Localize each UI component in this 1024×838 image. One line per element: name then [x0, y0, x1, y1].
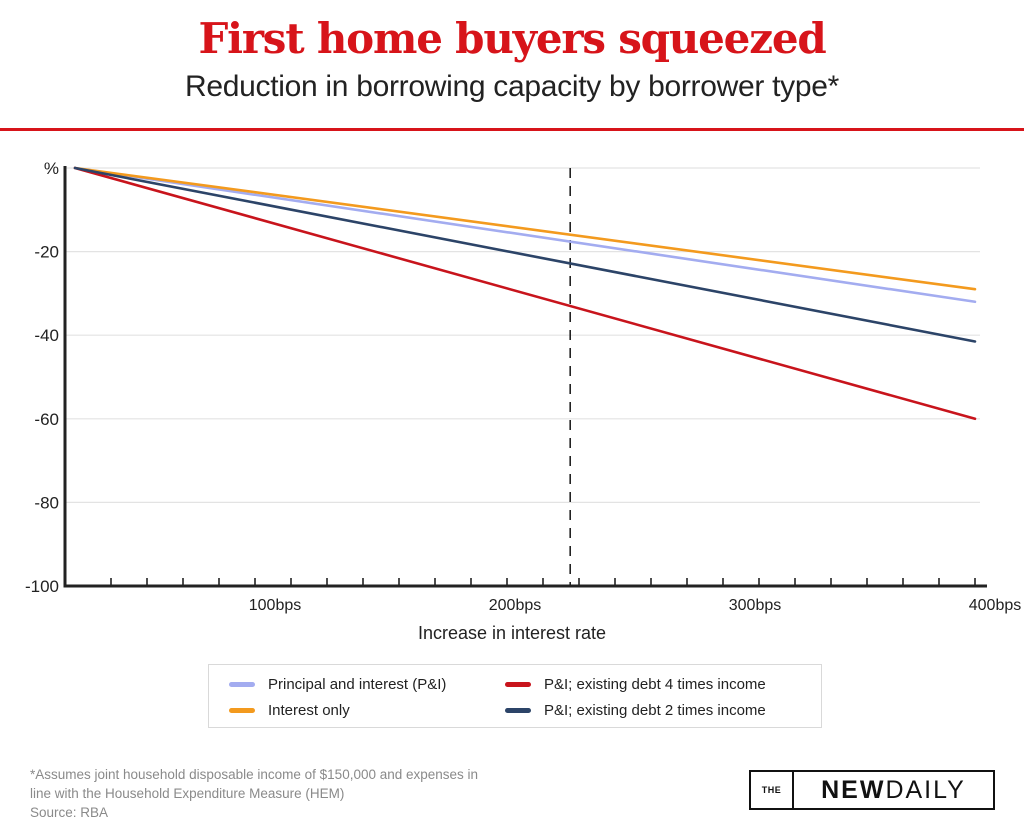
series-line	[73, 166, 977, 343]
y-tick-label: -100	[25, 577, 59, 596]
source-note: Source: RBA	[30, 805, 109, 820]
legend-item-pi: Principal and interest (P&I)	[229, 676, 446, 693]
legend-label: Interest only	[268, 702, 350, 719]
chart-subtitle: Reduction in borrowing capacity by borro…	[185, 70, 839, 103]
x-tick-label: 100bps	[249, 597, 302, 614]
legend-swatch-debt-2x	[505, 708, 531, 713]
footnote: *Assumes joint household disposable inco…	[30, 765, 478, 822]
chart-title: First home buyers squeezed	[198, 14, 826, 63]
y-tick-label: -40	[34, 326, 59, 345]
logo-new: NEW	[821, 775, 886, 804]
y-tick-labels: % -20 -40 -60 -80 -100	[25, 159, 59, 596]
x-tick-label: 200bps	[489, 597, 542, 614]
legend-label: P&I; existing debt 2 times income	[544, 702, 766, 719]
legend: Principal and interest (P&I) Interest on…	[208, 664, 822, 728]
axes	[63, 166, 987, 588]
series-line	[73, 166, 977, 291]
legend-swatch-debt-4x	[505, 682, 531, 687]
legend-swatch-interest-only	[229, 708, 255, 713]
legend-item-debt-4x: P&I; existing debt 4 times income	[505, 676, 766, 693]
x-tick-labels: 100bps 200bps 300bps 400bps	[249, 597, 1022, 614]
x-tick-label: 300bps	[729, 597, 782, 614]
series-lines	[73, 166, 977, 421]
legend-swatch-pi	[229, 682, 255, 687]
x-tick-label: 400bps	[969, 597, 1022, 614]
legend-label: P&I; existing debt 4 times income	[544, 676, 766, 693]
footnote-line-2: line with the Household Expenditure Meas…	[30, 786, 345, 801]
newdaily-logo: THE NEW DAILY	[749, 770, 995, 810]
header-divider	[0, 128, 1024, 131]
gridlines	[65, 167, 980, 503]
line-chart: % -20 -40 -60 -80 -100 100bps 200bps 300bps 400b…	[25, 159, 1022, 614]
y-tick-label: -80	[34, 493, 59, 512]
footnote-line-1: *Assumes joint household disposable inco…	[30, 767, 479, 782]
y-tick-label: -60	[34, 410, 59, 429]
legend-label: Principal and interest (P&I)	[268, 676, 447, 693]
logo-the: THE	[751, 772, 794, 808]
x-axis-title: Increase in interest rate	[417, 623, 607, 643]
series-line	[73, 166, 977, 304]
logo-wordmark: NEW DAILY	[794, 772, 993, 808]
legend-item-interest-only: Interest only	[229, 702, 350, 719]
y-tick-label: %	[44, 159, 59, 178]
series-line	[73, 166, 977, 421]
legend-item-debt-2x: P&I; existing debt 2 times income	[505, 702, 766, 719]
logo-daily: DAILY	[885, 775, 966, 804]
y-tick-label: -20	[34, 243, 59, 262]
